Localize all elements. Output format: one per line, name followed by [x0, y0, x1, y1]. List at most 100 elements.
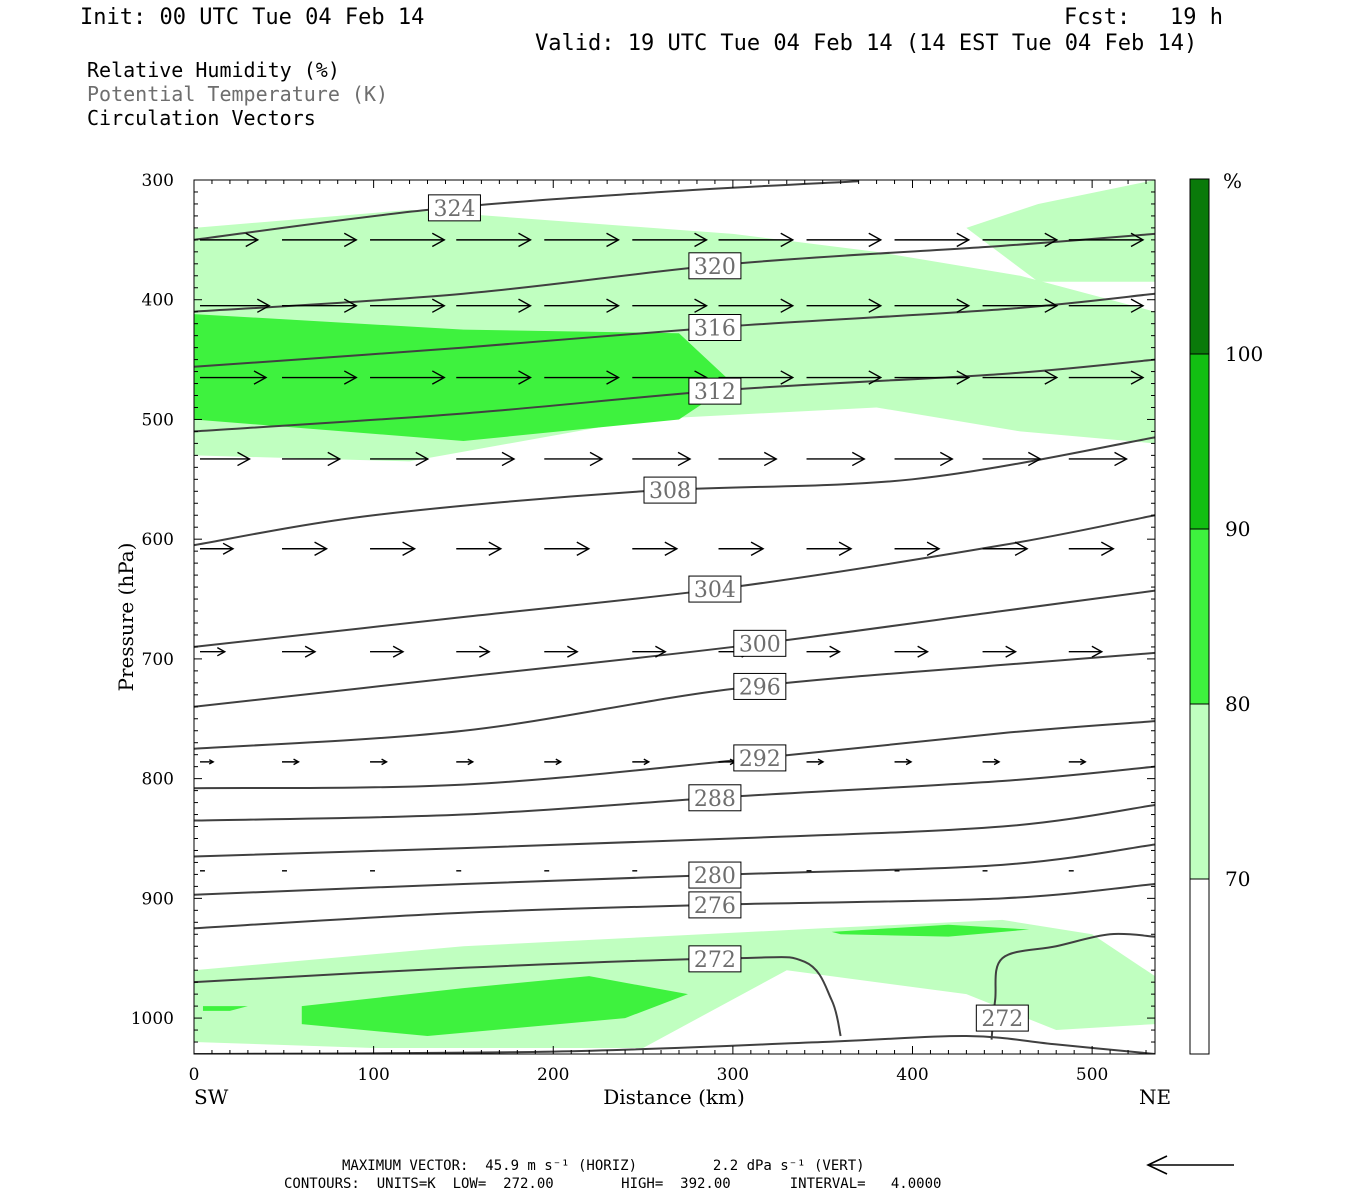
theta-contour: [194, 720, 1155, 790]
legend-theta: Potential Temperature (K): [87, 82, 389, 106]
y-tick-label: 400: [142, 291, 174, 311]
x-axis-title: Distance (km): [603, 1085, 745, 1109]
x-tick-label: 0: [189, 1065, 200, 1085]
vector-head: [208, 759, 215, 765]
theta-contour: [194, 436, 1155, 547]
contour-label: 296: [739, 675, 781, 700]
theta-contour: [194, 180, 859, 241]
contour-label-box: [688, 314, 742, 342]
vector-head: [314, 541, 329, 556]
vector-head: [606, 370, 620, 385]
vector-head: [415, 451, 430, 467]
reference-vector-head: [1146, 1155, 1168, 1175]
contour-label: 276: [694, 894, 736, 919]
x-tick-label: 100: [357, 1065, 389, 1085]
colorbar-unit: %: [1223, 169, 1242, 193]
vector-head: [643, 758, 651, 766]
x-tick-label: 400: [896, 1065, 928, 1085]
vector-head: [917, 645, 929, 658]
contour-label-box: [733, 672, 787, 700]
vector-head: [1130, 298, 1145, 313]
colorbar-segment: [1189, 528, 1210, 705]
colorbar-label: 100: [1225, 342, 1263, 366]
contour-label-box: [427, 194, 481, 222]
contour-label-box: [688, 861, 742, 889]
vector-head: [926, 541, 941, 556]
vector-head: [253, 370, 268, 385]
vector-head: [694, 298, 708, 313]
colorbar-segment: [1189, 878, 1210, 1055]
vector-head: [763, 451, 778, 467]
contour-label-box: [688, 252, 742, 280]
vector-head: [905, 758, 913, 766]
vector-head: [304, 645, 317, 658]
vector-head: [606, 298, 620, 313]
vector-head: [664, 541, 679, 556]
y-tick-label: 600: [142, 530, 174, 550]
y-tick-label: 700: [142, 650, 174, 670]
x-end-left-label: SW: [194, 1085, 229, 1109]
contour-label-box: [733, 629, 787, 657]
y-tick-label: 800: [142, 770, 174, 790]
vector-head: [1130, 232, 1145, 248]
contour-label: 272: [981, 1007, 1023, 1032]
contour-label-box: [688, 891, 742, 919]
footer-max-vector: MAXIMUM VECTOR: 45.9 m s⁻¹ (HORIZ) 2.2 d…: [342, 1158, 865, 1174]
vector-head: [1130, 370, 1145, 385]
legend-vectors: Circulation Vectors: [87, 106, 316, 130]
x-tick-label: 500: [1076, 1065, 1108, 1085]
vector-head: [567, 645, 579, 658]
vector-head: [431, 370, 446, 385]
vector-head: [343, 232, 358, 248]
colorbar-label: 70: [1225, 867, 1250, 891]
vector-head: [222, 542, 235, 555]
footer-contours: CONTOURS: UNITS=K LOW= 272.00 HIGH= 392.…: [284, 1176, 942, 1192]
vector-head: [956, 232, 971, 248]
forecast-hour: Fcst: 19 h: [1064, 5, 1223, 30]
theta-contour: [990, 932, 1155, 1040]
vector-head: [956, 298, 971, 313]
rh-region: [202, 1006, 248, 1011]
rh-fill-layer: [194, 180, 1155, 1049]
vector-head: [467, 758, 475, 766]
contour-label: 312: [694, 380, 736, 405]
vector-head: [1100, 541, 1115, 556]
vector-head: [780, 370, 795, 385]
vector-head: [501, 451, 516, 467]
vector-head: [256, 298, 271, 313]
contour-label: 324: [433, 197, 475, 222]
vector-head: [694, 232, 708, 248]
vector-head: [392, 645, 405, 658]
theta-contour: [194, 803, 1155, 858]
vector-head: [838, 541, 853, 556]
vector-head: [518, 232, 532, 248]
vector-head: [343, 370, 358, 385]
rh-region: [301, 976, 688, 1037]
vector-head: [750, 541, 765, 556]
contour-label-box: [733, 744, 787, 772]
vector-head: [868, 370, 883, 385]
x-tick-label: 300: [717, 1065, 749, 1085]
y-tick-label: 900: [142, 889, 174, 909]
vector-head: [780, 232, 795, 248]
y-tick-label: 500: [142, 410, 174, 430]
contour-label-box: [643, 476, 697, 504]
vector-head: [655, 645, 667, 658]
theta-contour: [194, 651, 1155, 750]
y-axis-title: Pressure (hPa): [114, 543, 138, 692]
contour-label-box: [975, 1004, 1029, 1032]
vector-head: [431, 232, 446, 248]
vector-head: [1091, 645, 1104, 658]
theta-contour: [194, 765, 1155, 822]
contour-label: 300: [739, 632, 781, 657]
contour-label: 288: [694, 787, 736, 812]
contour-label-box: [688, 575, 742, 603]
contour-label: 316: [694, 317, 736, 342]
y-tick-label: 300: [142, 171, 174, 191]
colorbar-segment: [1189, 703, 1210, 880]
contour-label: 308: [649, 479, 691, 504]
theta-contour: [194, 514, 1155, 648]
vector-head: [1044, 232, 1059, 248]
